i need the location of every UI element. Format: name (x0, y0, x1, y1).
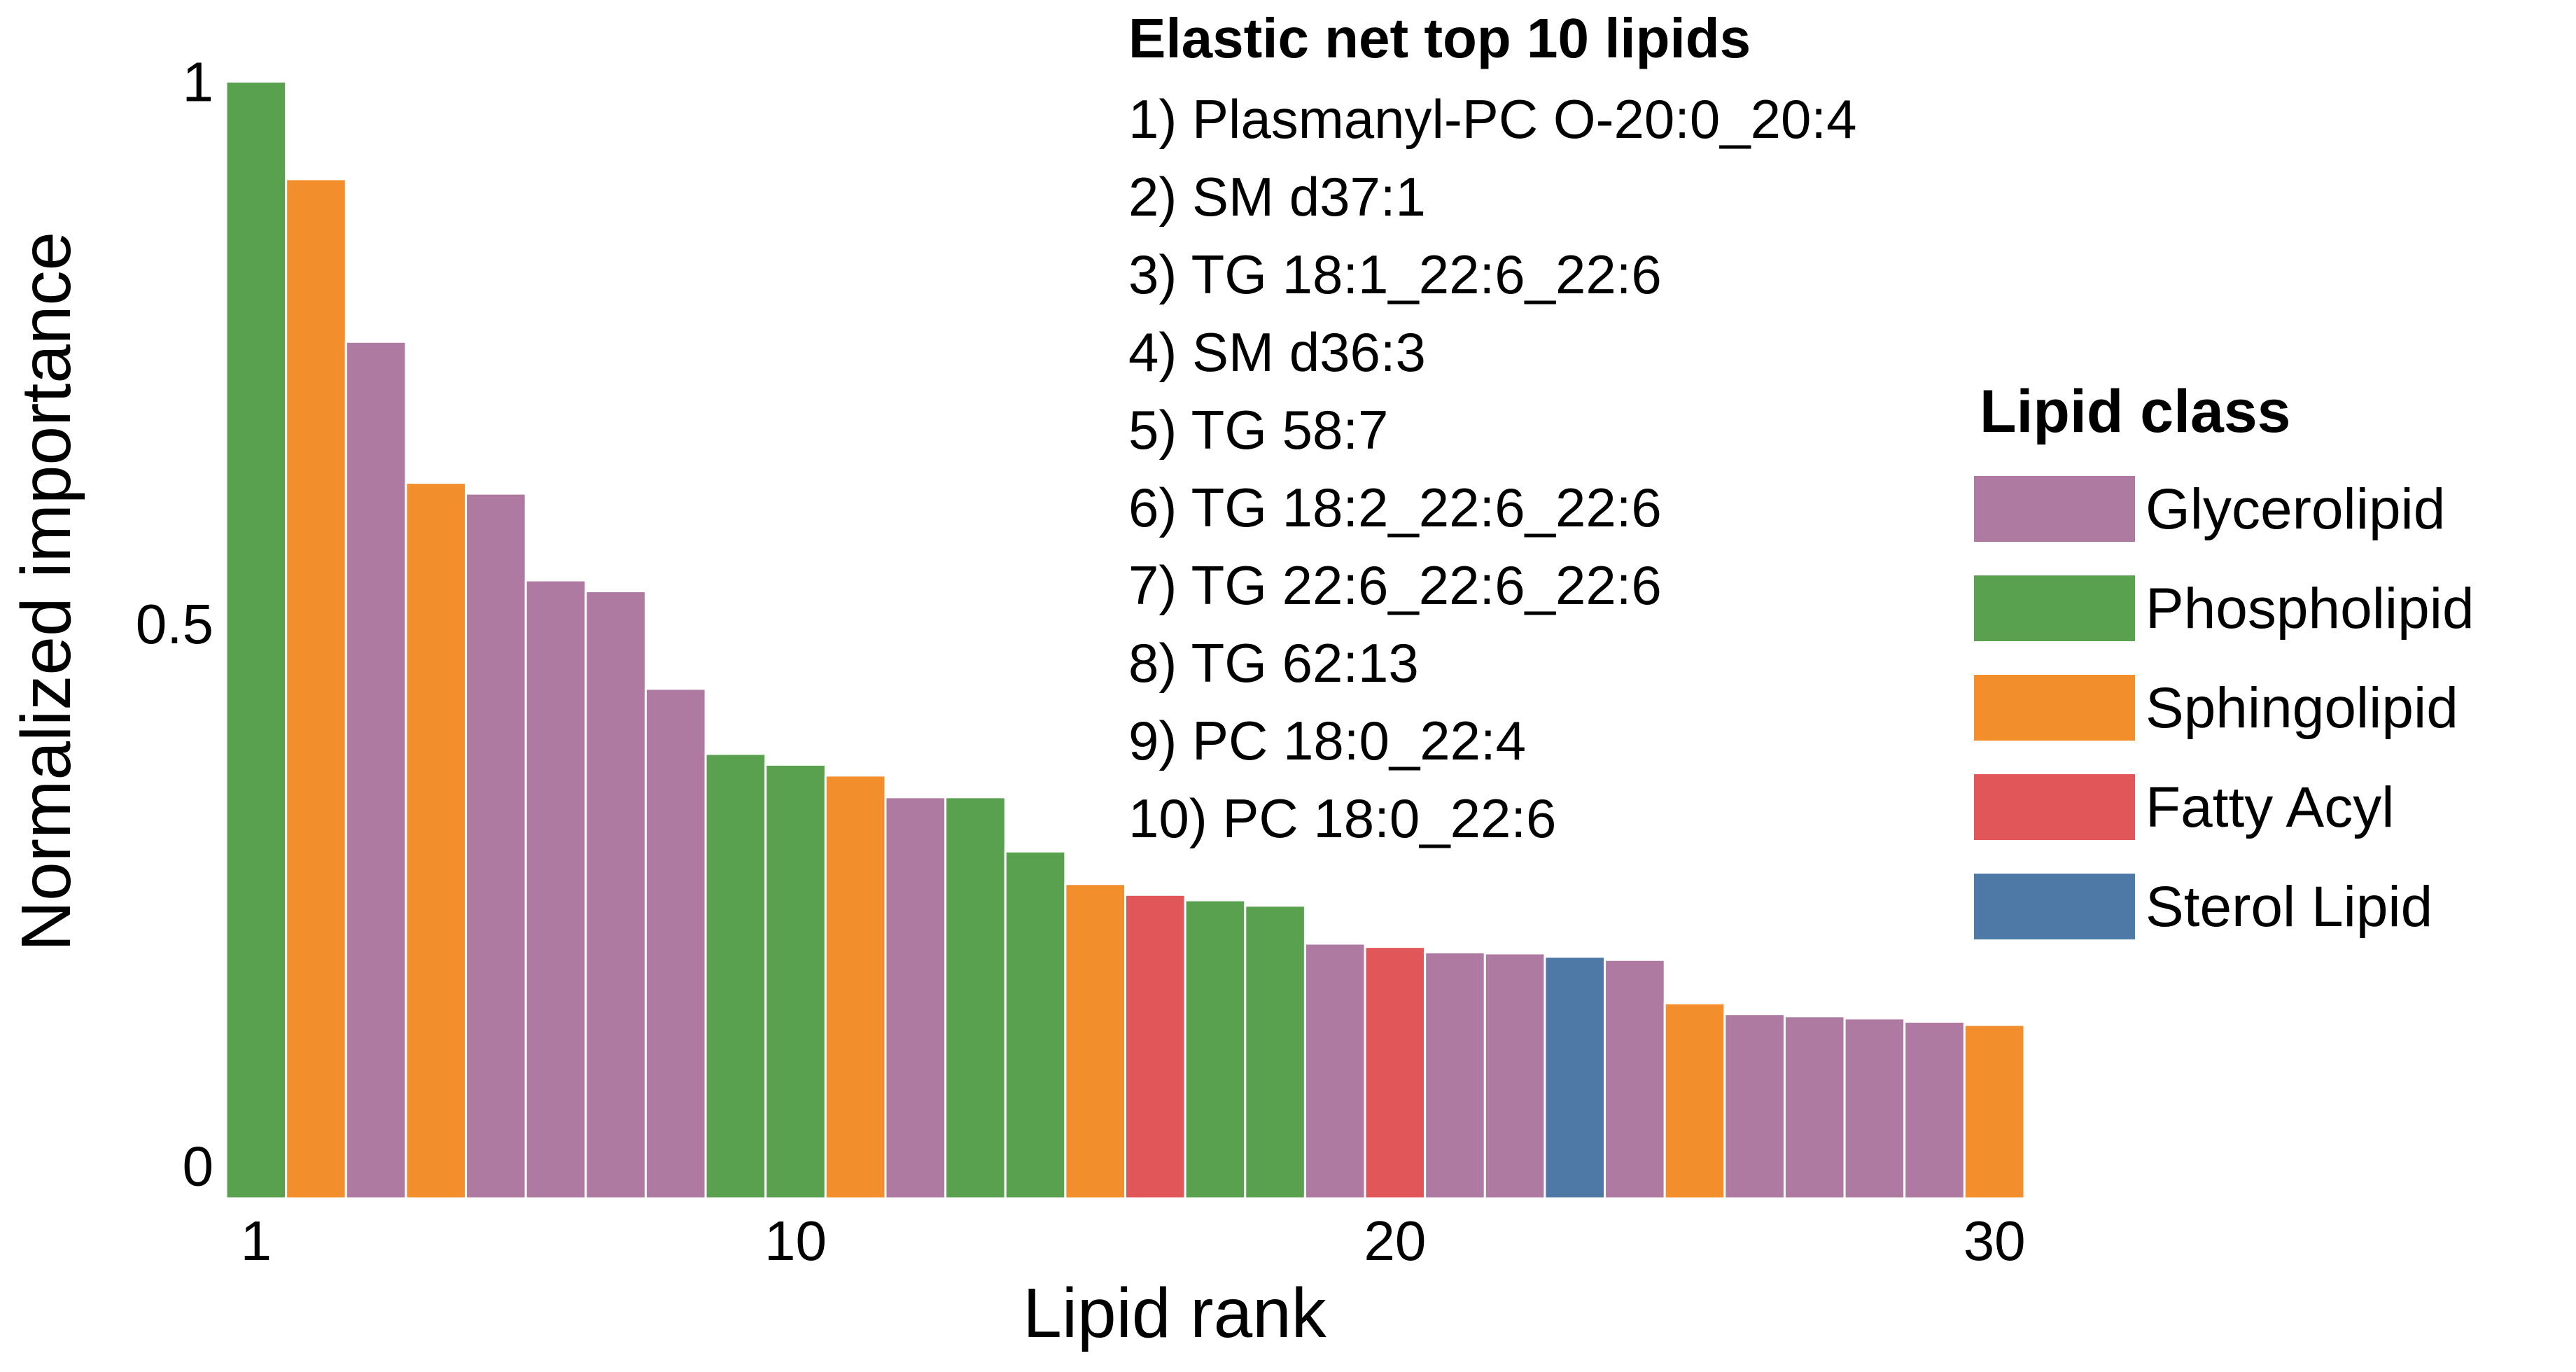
x-axis-label: Lipid rank (1023, 1274, 1327, 1352)
x-tick-label: 10 (764, 1210, 827, 1272)
bar-rank-25 (1663, 1002, 1726, 1200)
annotation-line: 8) TG 62:13 (1128, 632, 1419, 694)
bar-rank-4 (405, 482, 468, 1200)
annotation-line: 2) SM d37:1 (1128, 166, 1426, 227)
legend-label: Glycerolipid (2146, 477, 2445, 541)
bar-rank-22 (1483, 952, 1546, 1200)
bar-rank-5 (465, 492, 527, 1200)
legend-swatch (1974, 675, 2135, 741)
y-axis-label: Normalized importance (7, 232, 85, 951)
bar-rank-20 (1364, 946, 1427, 1200)
bar-rank-15 (1064, 883, 1127, 1200)
annotation-line: 7) TG 22:6_22:6_22:6 (1128, 554, 1662, 616)
legend-swatch (1974, 575, 2135, 641)
bar-rank-13 (944, 796, 1007, 1200)
bar-rank-6 (524, 579, 587, 1200)
legend-label: Sterol Lipid (2146, 875, 2432, 939)
bar-rank-24 (1604, 958, 1666, 1200)
annotation-line: 3) TG 18:1_22:6_22:6 (1128, 244, 1662, 305)
bar-rank-19 (1303, 942, 1366, 1200)
bar-rank-26 (1723, 1013, 1786, 1200)
legend-label: Phospholipid (2146, 577, 2474, 640)
annotation-line: 10) PC 18:0_22:6 (1128, 788, 1556, 849)
top-lipids-annotation: Elastic net top 10 lipids 1) Plasmanyl-P… (1128, 7, 1856, 849)
y-tick-label: 0.5 (136, 593, 214, 655)
bar-rank-29 (1903, 1021, 1966, 1200)
legend-label: Fatty Acyl (2146, 776, 2394, 839)
annotation-line: 9) PC 18:0_22:4 (1128, 710, 1526, 771)
bar-rank-14 (1004, 850, 1067, 1200)
bar-rank-12 (884, 796, 947, 1200)
y-tick-label: 1 (183, 50, 214, 113)
bar-rank-8 (644, 687, 707, 1200)
bar-rank-3 (344, 340, 407, 1200)
bar-rank-10 (764, 763, 827, 1200)
annotation-line: 5) TG 58:7 (1128, 399, 1388, 461)
bar-rank-16 (1124, 893, 1186, 1200)
bar-rank-7 (584, 590, 647, 1200)
annotation-line: 4) SM d36:3 (1128, 321, 1426, 383)
bar-rank-18 (1244, 904, 1306, 1200)
bar-rank-9 (704, 752, 767, 1200)
bar-rank-28 (1843, 1017, 1906, 1200)
bar-rank-11 (824, 774, 887, 1200)
legend: Lipid class Glycerolipid Phospholipid Sphi… (1974, 378, 2474, 939)
x-tick-label: 1 (241, 1210, 272, 1272)
annotation-line: 1) Plasmanyl-PC O-20:0_20:4 (1128, 88, 1856, 150)
bar-rank-1 (225, 80, 288, 1200)
legend-swatch (1974, 874, 2135, 939)
bar-rank-21 (1424, 951, 1486, 1200)
x-tick-label: 20 (1364, 1210, 1426, 1272)
annotation-line: 6) TG 18:2_22:6_22:6 (1128, 477, 1662, 538)
legend-swatch (1974, 476, 2135, 542)
bar-rank-27 (1783, 1015, 1846, 1200)
x-tick-label: 30 (1963, 1210, 2026, 1272)
annotation-title: Elastic net top 10 lipids (1128, 7, 1751, 69)
bar-rank-17 (1184, 899, 1247, 1200)
legend-title: Lipid class (1980, 378, 2291, 445)
axes: Lipid rank Normalized importance 1 10 20 30… (7, 50, 2026, 1352)
bar-rank-30 (1963, 1023, 2026, 1200)
y-tick-label: 0 (183, 1135, 214, 1198)
legend-swatch (1974, 774, 2135, 840)
bar-rank-23 (1544, 955, 1606, 1200)
legend-label: Sphingolipid (2146, 676, 2458, 740)
bars (225, 80, 2026, 1200)
bar-rank-2 (285, 178, 347, 1200)
